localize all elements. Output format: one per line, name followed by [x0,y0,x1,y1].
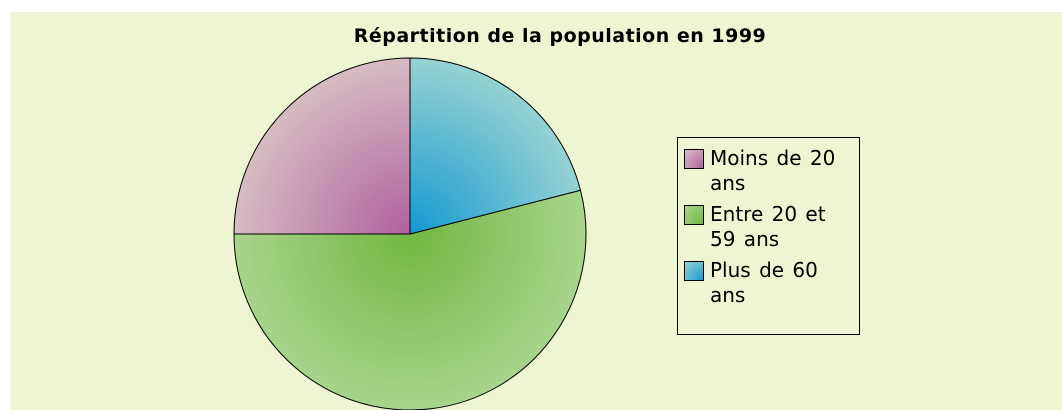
legend-item: Plus de 60 ans [684,258,855,308]
pie-slice [233,57,411,235]
legend-swatch [684,261,704,281]
legend-label: Plus de 60 ans [710,258,818,307]
legend-swatch [684,149,704,169]
legend-swatch [684,205,704,225]
pie-slice [409,57,582,235]
pie-slice [233,189,587,410]
legend-label: Moins de 20 ans [710,146,836,195]
legend-item: Moins de 20 ans [684,146,855,196]
legend: Moins de 20 ans Entre 20 et 59 ans Plus de… [677,137,860,335]
legend-label: Entre 20 et 59 ans [710,202,826,251]
legend-item: Entre 20 et 59 ans [684,202,855,252]
chart-title: Répartition de la population en 1999 [354,25,767,47]
